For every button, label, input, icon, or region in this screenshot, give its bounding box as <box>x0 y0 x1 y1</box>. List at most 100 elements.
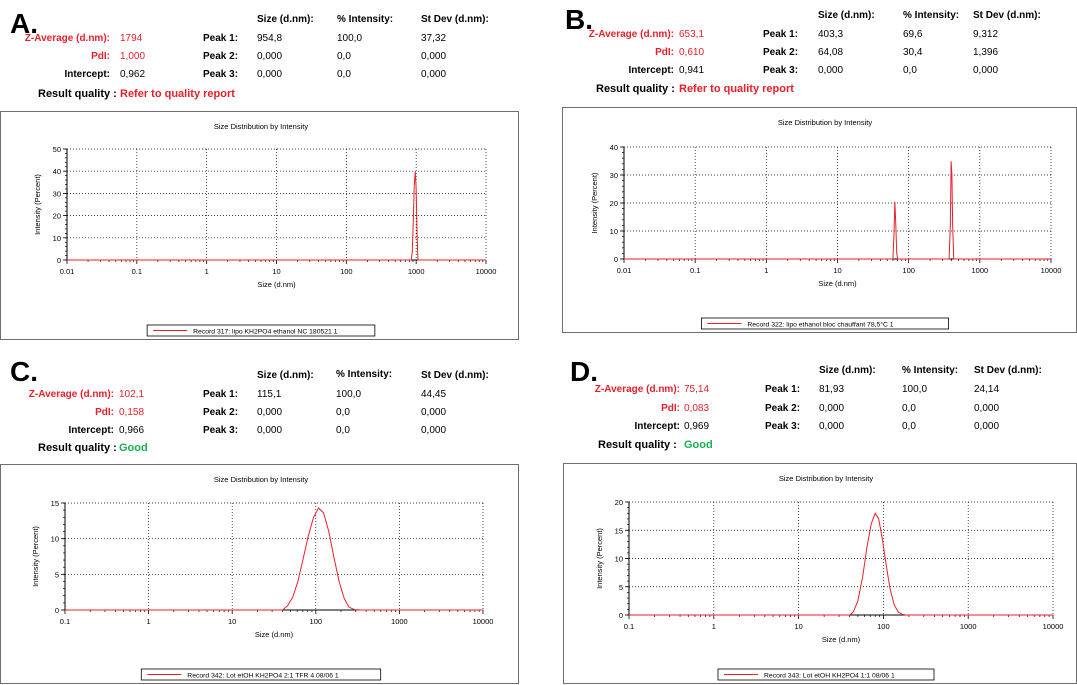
peak3-size: 0,000 <box>818 65 844 76</box>
pdi-value: 0,083 <box>684 403 710 414</box>
data-point <box>893 236 895 238</box>
y-tick-label: 40 <box>610 143 618 152</box>
x-tick-label: 100 <box>310 617 323 626</box>
x-tick-label: 100 <box>340 267 353 276</box>
data-point <box>323 512 325 514</box>
x-tick-label: 1000 <box>408 267 425 276</box>
y-tick-label: 5 <box>619 583 623 592</box>
x-tick-label: 0.01 <box>617 266 632 275</box>
intercept-value: 0,962 <box>120 69 146 80</box>
x-tick-label: 1 <box>147 617 151 626</box>
data-point <box>852 611 854 613</box>
panel-b: B. Size (d.nm): % Intensity: St Dev (d.n… <box>560 0 1077 342</box>
data-point <box>950 161 952 162</box>
chart-frame: Size Distribution by Intensity 0.1 1 10 100 1… <box>563 463 1077 684</box>
data-point <box>348 606 350 608</box>
panel-letter: B. <box>565 4 593 35</box>
series-line <box>65 507 483 611</box>
pdi-label: PdI: <box>661 403 680 414</box>
zavg-label: Z-Average (d.nm): <box>594 384 680 395</box>
x-tick-label: 10 <box>228 617 236 626</box>
y-axis-label: Intensity (Percent) <box>595 528 604 589</box>
legend-box <box>700 317 949 330</box>
y-tick-label: 10 <box>53 234 61 243</box>
peak3-label: Peak 3: <box>203 69 239 80</box>
peak2-label: Peak 2: <box>765 403 801 414</box>
peak2-intensity: 0,0 <box>902 403 916 414</box>
legend-label: Record 343: Lot etOH KH2PO4 1:1 08/06 1 <box>764 672 895 679</box>
data-point <box>413 184 415 185</box>
series-line <box>67 172 486 261</box>
legend-label: Record 317: lipo KH2PO4 ethanol NC 18052… <box>193 328 338 335</box>
peak3-size: 0,000 <box>819 421 845 432</box>
peak1-stdev: 37,32 <box>421 33 447 44</box>
x-tick-label: 10000 <box>1043 622 1064 631</box>
result-quality-value: Good <box>684 439 713 451</box>
y-tick-label: 20 <box>610 199 618 208</box>
stdev-col-header: St Dev (d.nm): <box>973 10 1041 21</box>
legend-label: Record 322: lipo ethanol bloc chauffant … <box>747 320 893 328</box>
data-point <box>895 225 897 226</box>
panel-letter: C. <box>10 356 38 387</box>
data-point <box>894 201 896 203</box>
result-quality-value: Good <box>119 442 148 454</box>
intercept-label: Intercept: <box>628 65 674 76</box>
x-axis-label: Size (d.nm) <box>257 280 296 289</box>
series-line <box>624 161 1051 260</box>
legend-box <box>140 668 382 681</box>
x-tick-label: 1000 <box>960 622 977 631</box>
data-point <box>862 576 864 577</box>
data-point <box>411 250 413 252</box>
intensity-col-header: % Intensity: <box>336 369 393 380</box>
x-tick-label: 10 <box>272 267 280 276</box>
x-tick-label: 0.1 <box>690 266 700 275</box>
intensity-col-header: % Intensity: <box>903 10 960 21</box>
x-tick-label: 1 <box>205 267 209 276</box>
legend-box <box>717 668 935 681</box>
peak1-intensity: 100,0 <box>902 384 928 395</box>
peak3-intensity: 0,0 <box>337 69 351 80</box>
y-tick-label: 15 <box>615 526 623 535</box>
legend-box <box>146 324 376 337</box>
panel-d: D. Size (d.nm): % Intensity: St Dev (d.n… <box>560 350 1077 684</box>
x-tick-label: 0.01 <box>60 267 75 276</box>
data-point <box>889 588 891 590</box>
peak1-size: 954,8 <box>257 33 283 44</box>
peak3-size: 0,000 <box>257 69 283 80</box>
data-point <box>338 581 340 582</box>
x-tick-label: 1 <box>764 266 768 275</box>
peak1-label: Peak 1: <box>763 29 799 40</box>
data-point <box>302 559 304 561</box>
intercept-value: 0,941 <box>679 65 705 76</box>
data-point <box>870 523 872 524</box>
peak2-size: 0,000 <box>819 403 845 414</box>
peak2-intensity: 0,0 <box>336 407 350 418</box>
zavg-value: 653,1 <box>679 29 705 40</box>
y-tick-label: 30 <box>610 171 618 180</box>
stdev-col-header: St Dev (d.nm): <box>421 14 489 25</box>
x-tick-label: 1000 <box>391 617 408 626</box>
data-point <box>333 556 335 557</box>
y-tick-label: 10 <box>615 555 623 564</box>
peak1-intensity: 69,6 <box>903 29 923 40</box>
result-quality-label: Result quality : <box>38 88 117 100</box>
y-tick-label: 30 <box>53 189 61 198</box>
peak2-stdev: 0,000 <box>974 403 1000 414</box>
size-distribution-chart: Size Distribution by Intensity 0.01 0.1 1 10… <box>33 122 496 337</box>
x-tick-label: 100 <box>902 266 915 275</box>
data-point <box>866 546 868 548</box>
peak1-size: 81,93 <box>819 384 845 395</box>
data-point <box>412 219 414 221</box>
y-tick-label: 15 <box>51 499 59 508</box>
y-tick-label: 0 <box>55 606 59 615</box>
data-point <box>896 253 898 254</box>
data-point <box>313 516 314 518</box>
data-point <box>328 531 330 532</box>
peak1-size: 403,3 <box>818 29 844 40</box>
pdi-label: PdI: <box>91 51 110 62</box>
peak2-label: Peak 2: <box>203 51 239 62</box>
chart-title: Size Distribution by Intensity <box>214 475 308 484</box>
peak3-label: Peak 3: <box>765 421 801 432</box>
zavg-label: Z-Average (d.nm): <box>28 389 114 400</box>
